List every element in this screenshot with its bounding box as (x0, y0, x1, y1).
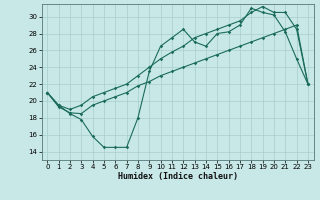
X-axis label: Humidex (Indice chaleur): Humidex (Indice chaleur) (118, 172, 237, 181)
